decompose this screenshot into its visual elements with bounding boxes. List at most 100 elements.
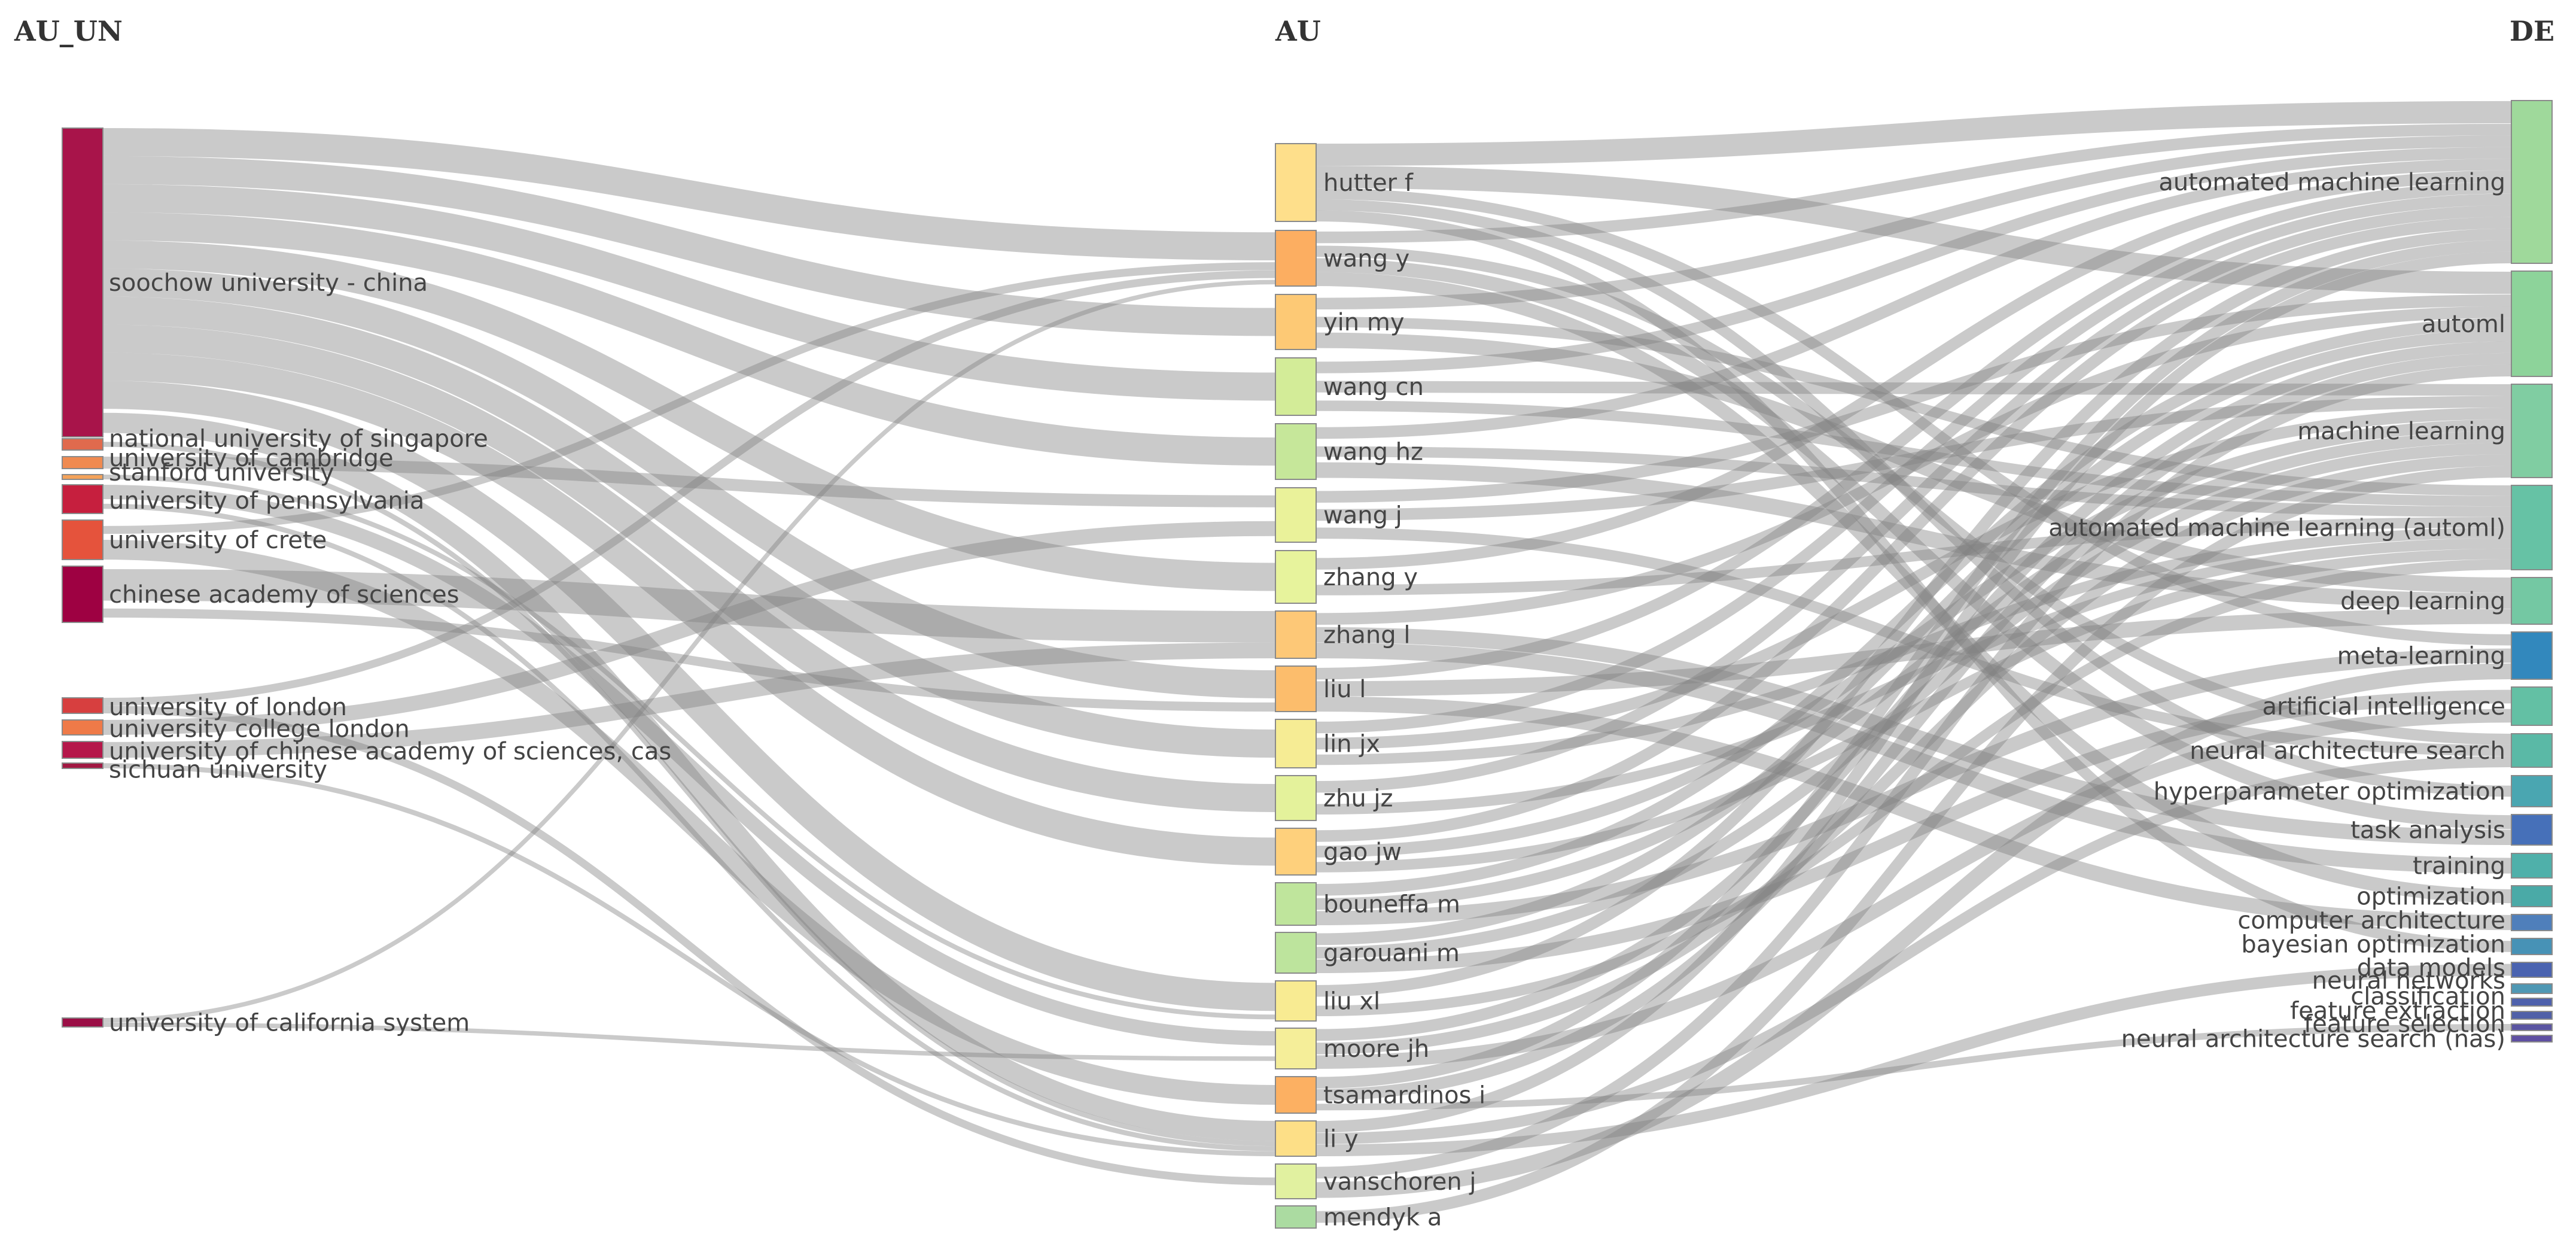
node-label-zhangy: zhang y xyxy=(1323,564,1418,591)
node-amlp[interactable] xyxy=(2511,485,2553,570)
node-ucl[interactable] xyxy=(62,719,103,736)
node-garouani[interactable] xyxy=(1275,932,1317,974)
node-yinmy[interactable] xyxy=(1275,294,1317,350)
node-cambridge[interactable] xyxy=(62,456,103,469)
au-de-link-linjx-to-ml xyxy=(1316,408,2512,750)
au-de-link-linjx-to-amlp xyxy=(1316,527,2512,765)
au-de-link-tsamardinos-to-automl xyxy=(1316,352,2512,1101)
au-de-link-wangy-to-task xyxy=(1316,258,2512,829)
node-meta[interactable] xyxy=(2511,631,2553,680)
au-de-link-hutter-to-bayes xyxy=(1316,210,2512,952)
au-un-au-link-cas-to-zhangl xyxy=(102,569,1276,643)
node-aml[interactable] xyxy=(2511,100,2553,264)
node-datamodels[interactable] xyxy=(2511,962,2553,978)
au-de-link-zhujz-to-aml xyxy=(1316,205,2512,793)
node-label-nus: national university of singapore xyxy=(109,426,488,453)
node-tsamardinos[interactable] xyxy=(1275,1076,1317,1114)
node-nn[interactable] xyxy=(2511,983,2553,994)
node-label-london: university of london xyxy=(109,694,347,721)
node-label-linjx: lin jx xyxy=(1323,731,1380,758)
node-label-datamodels: data models xyxy=(2357,955,2505,982)
node-cas[interactable] xyxy=(62,566,103,623)
node-label-classification: classification xyxy=(2350,983,2505,1011)
node-label-bouneffa: bouneffa m xyxy=(1323,891,1460,919)
au-de-link-bouneffa-to-meta xyxy=(1316,648,2512,926)
node-moore[interactable] xyxy=(1275,1028,1317,1069)
node-bayes[interactable] xyxy=(2511,938,2553,955)
au-de-link-hutter-to-automl xyxy=(1316,166,2512,294)
au-un-au-link-soochow-to-liy xyxy=(102,412,1276,1141)
au-de-link-moore-to-automl xyxy=(1316,341,2512,1041)
node-soochow[interactable] xyxy=(62,127,103,437)
au-de-link-liul-to-aml xyxy=(1316,182,2512,680)
node-ucas[interactable] xyxy=(62,741,103,759)
node-hutter[interactable] xyxy=(1275,143,1317,222)
node-gaojw[interactable] xyxy=(1275,828,1317,876)
node-label-bayes: bayesian optimization xyxy=(2241,931,2505,959)
au-de-link-zhangy-to-aml xyxy=(1316,170,2512,570)
node-ucal[interactable] xyxy=(62,1017,103,1028)
node-label-task: task analysis xyxy=(2350,817,2505,844)
node-classification[interactable] xyxy=(2511,998,2553,1007)
node-label-ucal: university of california system xyxy=(109,1010,470,1037)
node-label-ai: artificial intelligence xyxy=(2263,693,2505,721)
node-wangj[interactable] xyxy=(1275,487,1317,543)
node-nasp[interactable] xyxy=(2511,1035,2553,1043)
node-hpo[interactable] xyxy=(2511,775,2553,807)
au-un-au-link-cambridge-to-wangj xyxy=(102,457,1276,507)
node-comparch[interactable] xyxy=(2511,914,2553,931)
node-nas[interactable] xyxy=(2511,733,2553,768)
node-liy[interactable] xyxy=(1275,1120,1317,1157)
au-un-au-link-ucal-to-moore xyxy=(102,1022,1276,1061)
node-london[interactable] xyxy=(62,697,103,714)
node-dl[interactable] xyxy=(2511,577,2553,625)
node-featext[interactable] xyxy=(2511,1011,2553,1020)
au-de-link-tsamardinos-to-featsel xyxy=(1316,1024,2512,1111)
node-stanford[interactable] xyxy=(62,474,103,480)
node-label-zhangl: zhang l xyxy=(1323,622,1410,649)
node-label-comparch: computer architecture xyxy=(2237,907,2505,935)
au-de-link-gaojw-to-aml xyxy=(1316,217,2512,842)
au-un-au-link-ucl-to-wangj xyxy=(102,521,1276,735)
node-zhujz[interactable] xyxy=(1275,775,1317,821)
node-label-sichuan: sichuan university xyxy=(109,756,327,784)
node-label-moore: moore jh xyxy=(1323,1035,1429,1063)
node-featsel[interactable] xyxy=(2511,1023,2553,1031)
node-label-liuxl: liu xl xyxy=(1323,988,1380,1016)
column-title-au: AU xyxy=(1275,15,1321,47)
au-de-link-wanghz-to-aml xyxy=(1316,159,2512,439)
node-training[interactable] xyxy=(2511,853,2553,879)
au-un-au-link-soochow-to-wanghz xyxy=(102,212,1276,466)
node-automl[interactable] xyxy=(2511,271,2553,377)
au-de-link-wangj-to-automl xyxy=(1316,294,2512,503)
node-mendyk[interactable] xyxy=(1275,1205,1317,1229)
node-zhangl[interactable] xyxy=(1275,610,1317,659)
node-ai[interactable] xyxy=(2511,686,2553,726)
node-zhangy[interactable] xyxy=(1275,550,1317,604)
node-label-gaojw: gao jw xyxy=(1323,838,1402,866)
au-un-au-link-soochow-to-zhangy xyxy=(102,240,1276,591)
node-label-aml: automated machine learning xyxy=(2158,169,2505,196)
node-label-stanford: stanford university xyxy=(109,459,334,487)
au-de-link-linjx-to-aml xyxy=(1316,193,2512,734)
node-optim[interactable] xyxy=(2511,885,2553,907)
node-task[interactable] xyxy=(2511,814,2553,846)
node-label-hpo: hyperparameter optimization xyxy=(2154,778,2505,806)
node-liuxl[interactable] xyxy=(1275,980,1317,1022)
au-de-link-liul-to-dl xyxy=(1316,609,2512,697)
au-de-link-wanghz-to-dl xyxy=(1316,462,2512,609)
node-bouneffa[interactable] xyxy=(1275,882,1317,926)
node-vanschoren[interactable] xyxy=(1275,1163,1317,1199)
node-ml[interactable] xyxy=(2511,384,2553,478)
au-un-au-link-crete-to-wangy xyxy=(102,262,1276,534)
node-wangcn[interactable] xyxy=(1275,357,1317,416)
node-sichuan[interactable] xyxy=(62,762,103,769)
node-liul[interactable] xyxy=(1275,665,1317,712)
node-nus[interactable] xyxy=(62,438,103,451)
node-upenn[interactable] xyxy=(62,484,103,514)
node-wangy[interactable] xyxy=(1275,230,1317,287)
node-linjx[interactable] xyxy=(1275,719,1317,768)
node-crete[interactable] xyxy=(62,519,103,560)
node-label-dl: deep learning xyxy=(2340,588,2505,615)
node-wanghz[interactable] xyxy=(1275,423,1317,480)
